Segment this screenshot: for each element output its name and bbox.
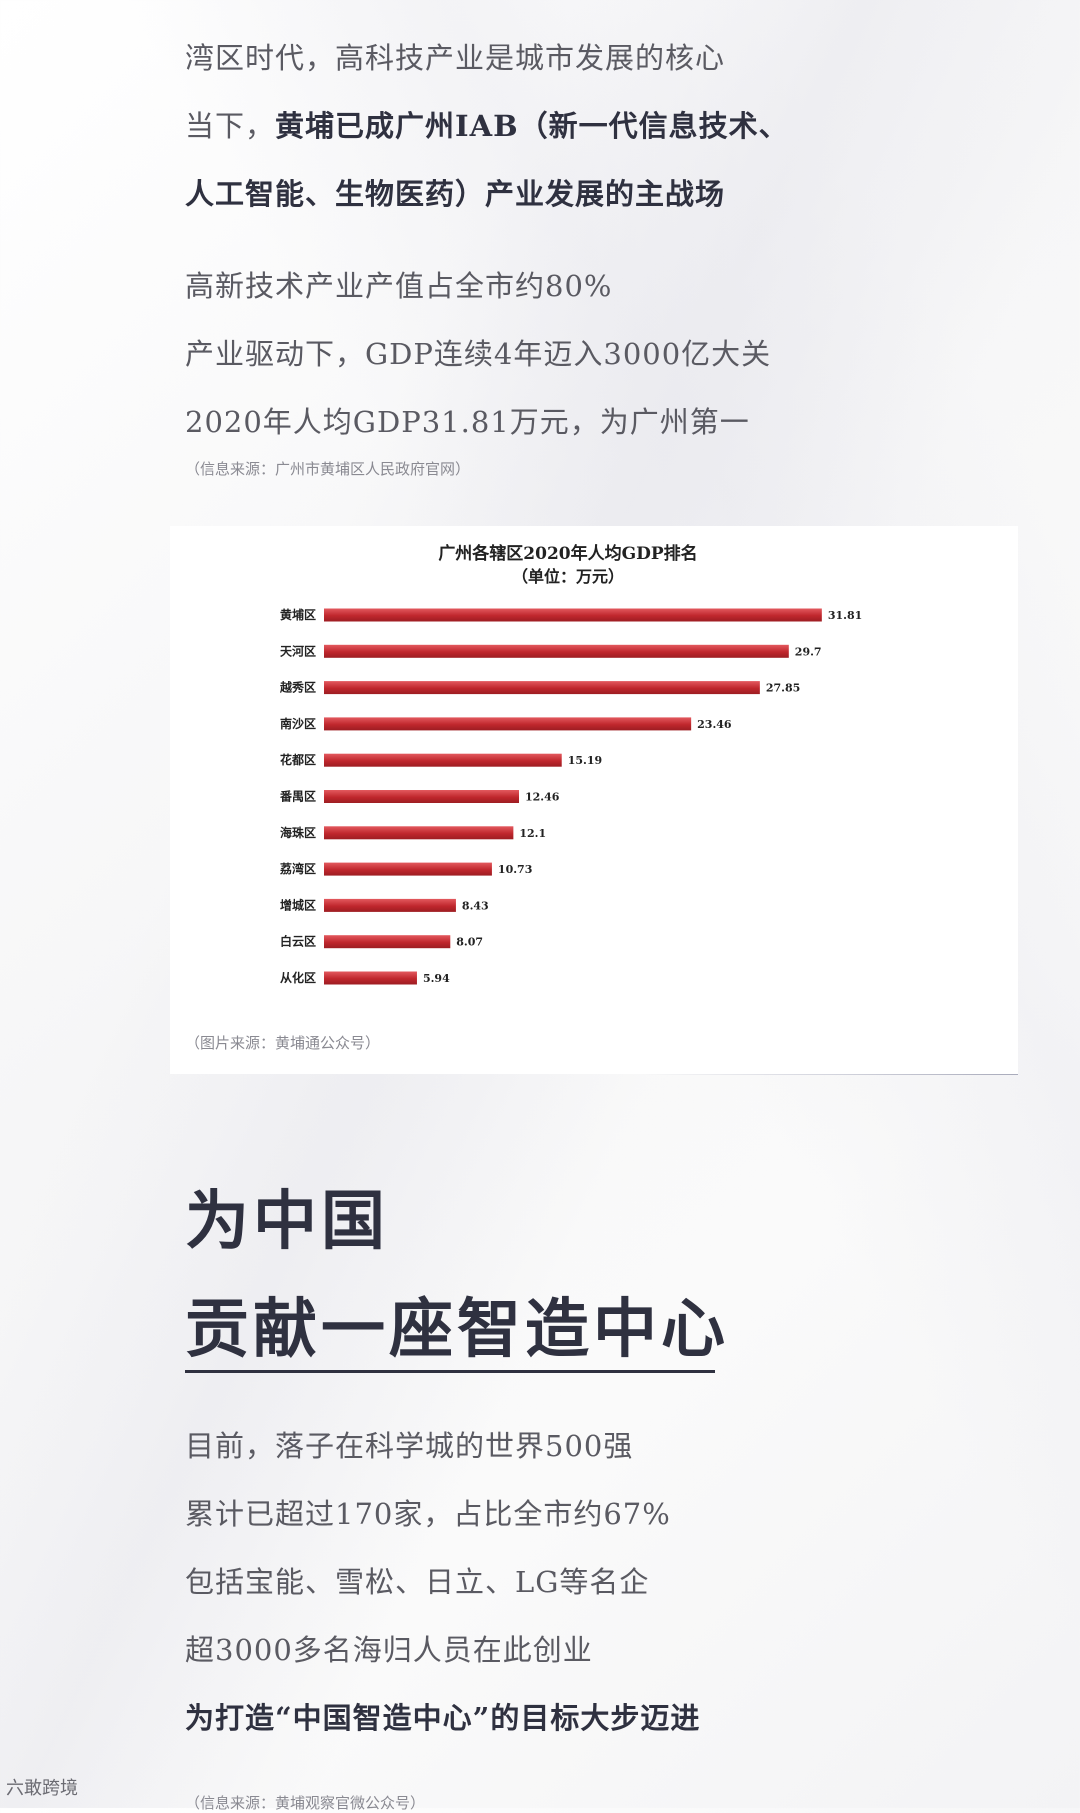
body-line-1: 目前，落子在科学城的世界500强 bbox=[185, 1429, 634, 1463]
fact-line-2: 产业驱动下，GDP连续4年迈入3000亿大关 bbox=[185, 337, 772, 371]
bar bbox=[324, 826, 514, 840]
chart-panel: 广州各辖区2020年人均GDP排名 （单位：万元） 黄埔区 31.81 天河区 29.… bbox=[170, 526, 1018, 1074]
bar bbox=[324, 862, 492, 876]
category-label: 天河区 bbox=[280, 643, 316, 658]
intro-line-1: 湾区时代，高科技产业是城市发展的核心 bbox=[185, 41, 726, 75]
category-label: 白云区 bbox=[280, 934, 316, 949]
heading-underline bbox=[185, 1370, 715, 1373]
value-label: 31.81 bbox=[828, 609, 862, 622]
bars-group: 黄埔区 31.81 天河区 29.7 越秀区 27.85 南沙区 23.46 花都区 15.19 番… bbox=[279, 607, 862, 985]
bar bbox=[324, 608, 822, 622]
body-line-2: 累计已超过170家，占比全市约67% bbox=[185, 1497, 671, 1531]
bar bbox=[324, 971, 417, 985]
intro-line-2-bold: 黄埔已成广州IAB（新一代信息技术、 bbox=[275, 109, 789, 143]
value-label: 5.94 bbox=[423, 972, 450, 985]
category-label: 花都区 bbox=[280, 752, 316, 767]
heading-line-2: 贡献一座智造中心 bbox=[185, 1292, 729, 1367]
value-label: 23.46 bbox=[697, 718, 732, 731]
value-label: 15.19 bbox=[568, 754, 602, 767]
value-label: 12.46 bbox=[525, 791, 560, 804]
bar bbox=[324, 681, 760, 695]
intro-line-2-prefix: 当下， bbox=[185, 109, 276, 143]
value-label: 29.7 bbox=[795, 645, 822, 658]
heading-line-1: 为中国 bbox=[185, 1184, 389, 1259]
bar bbox=[324, 790, 519, 803]
value-label: 8.43 bbox=[462, 899, 489, 912]
category-label: 荔湾区 bbox=[279, 861, 316, 876]
category-label: 海珠区 bbox=[280, 825, 316, 840]
intro-line-2: 当下，黄埔已成广州IAB（新一代信息技术、 bbox=[185, 92, 789, 160]
chart-title: 广州各辖区2020年人均GDP排名 bbox=[438, 543, 697, 564]
source-note-2: （图片来源：黄埔通公众号） bbox=[185, 1034, 381, 1052]
bar bbox=[324, 644, 789, 658]
fact-line-3: 2020年人均GDP31.81万元，为广州第一 bbox=[185, 405, 750, 439]
body-line-3: 包括宝能、雪松、日立、LG等名企 bbox=[185, 1565, 650, 1599]
category-label: 番禺区 bbox=[279, 789, 316, 804]
value-label: 27.85 bbox=[766, 682, 800, 695]
source-note-3: （信息来源：黄埔观察官微公众号） bbox=[185, 1794, 426, 1812]
value-label: 8.07 bbox=[456, 936, 483, 949]
facts-block: 高新技术产业产值占全市约80% 产业驱动下，GDP连续4年迈入3000亿大关 2… bbox=[185, 252, 771, 456]
category-label: 增城区 bbox=[280, 897, 316, 912]
bar bbox=[324, 717, 692, 731]
source-note-1: （信息来源：广州市黄埔区人民政府官网） bbox=[185, 460, 471, 478]
value-label: 12.1 bbox=[519, 827, 546, 840]
bar bbox=[324, 753, 562, 767]
body-block: 目前，落子在科学城的世界500强 累计已超过170家，占比全市约67% 包括宝能… bbox=[185, 1412, 700, 1752]
body-line-bold: 为打造“中国智造中心”的目标大步迈进 bbox=[185, 1701, 701, 1735]
chart-subtitle: （单位：万元） bbox=[512, 567, 624, 586]
bar bbox=[324, 935, 451, 949]
intro-line-3: 人工智能、生物医药）产业发展的主战场 bbox=[185, 177, 726, 211]
bar bbox=[324, 898, 456, 912]
value-label: 10.73 bbox=[498, 863, 532, 876]
gdp-bar-chart: 广州各辖区2020年人均GDP排名 （单位：万元） 黄埔区 31.81 天河区 29.… bbox=[279, 543, 862, 985]
category-label: 从化区 bbox=[280, 970, 316, 985]
body-line-4: 超3000多名海归人员在此创业 bbox=[185, 1633, 593, 1667]
category-label: 黄埔区 bbox=[280, 607, 316, 622]
category-label: 南沙区 bbox=[280, 716, 316, 731]
watermark-logo: 六敢跨境 bbox=[6, 1778, 78, 1799]
intro-block: 湾区时代，高科技产业是城市发展的核心 当下，黄埔已成广州IAB（新一代信息技术、… bbox=[185, 24, 789, 228]
fact-line-1: 高新技术产业产值占全市约80% bbox=[185, 269, 613, 303]
category-label: 越秀区 bbox=[279, 680, 316, 695]
